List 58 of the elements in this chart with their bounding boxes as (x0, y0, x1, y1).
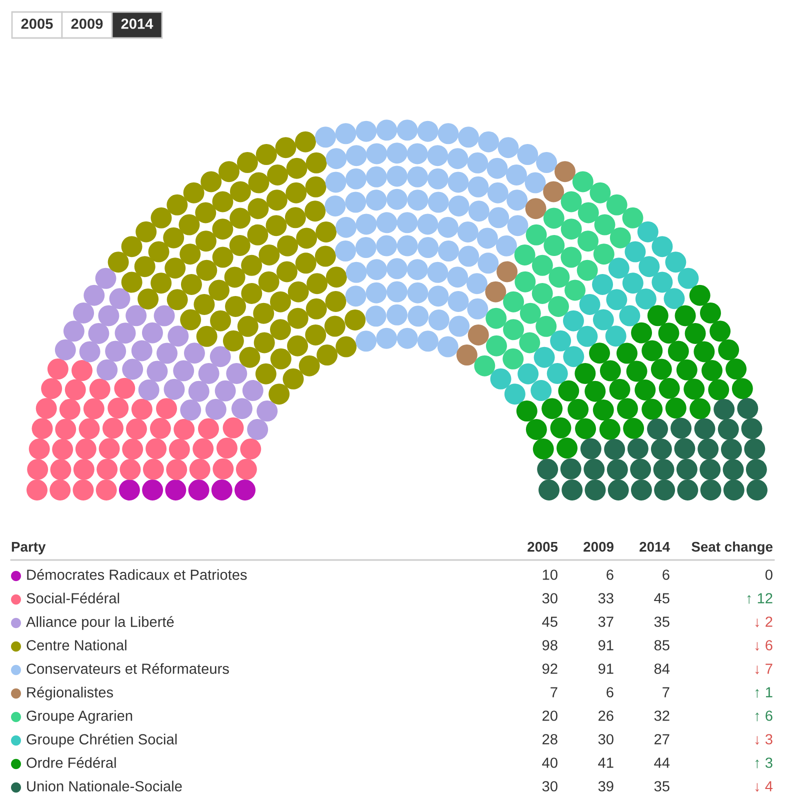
text: ↓ 4 (755, 781, 773, 792)
data-label: 35 (654, 781, 670, 792)
data-label: 10 (542, 570, 558, 580)
category-label: Social-Fédéral (26, 592, 120, 604)
data-label: 6 (606, 687, 614, 698)
data-label: 39 (598, 781, 614, 792)
text: Seat change (692, 541, 773, 555)
text: 0 (765, 570, 772, 580)
legend-title: Party (12, 542, 46, 554)
text: ↓ 3 (755, 734, 772, 745)
text: ↓ 7 (755, 664, 772, 674)
data-label: 30 (598, 734, 614, 744)
text: 2005 (21, 18, 53, 29)
text: ↓ 2 (755, 616, 772, 628)
data-label: 45 (654, 593, 670, 604)
text: ↑ 12 (747, 593, 772, 604)
text: ↑ 6 (755, 710, 772, 722)
data-label: 45 (542, 616, 558, 627)
text: 2009 (584, 542, 614, 552)
data-label: 35 (654, 616, 670, 627)
text: ↑ 3 (755, 758, 772, 768)
data-label: 33 (598, 593, 614, 604)
category-label: Groupe Agrarien (26, 710, 132, 724)
category-label: Ordre Fédéral (26, 757, 116, 768)
data-label: 6 (662, 570, 670, 580)
data-label: 85 (654, 640, 670, 650)
text: 2005 (528, 542, 558, 552)
data-label: 37 (598, 616, 614, 627)
data-label: 7 (550, 687, 558, 698)
data-label: 28 (542, 734, 558, 744)
data-label: 91 (598, 640, 614, 650)
category-label: Démocrates Radicaux et Patriotes (27, 569, 247, 580)
data-label: 30 (542, 781, 558, 792)
data-label: 7 (662, 687, 670, 698)
data-label: 44 (654, 758, 670, 768)
data-label: 30 (542, 593, 558, 604)
category-label: Centre National (26, 640, 126, 650)
category-label: Groupe Chrétien Social (26, 734, 177, 748)
text: 2014 (640, 542, 670, 552)
legend-label: 2014 (121, 18, 154, 29)
text: ↑ 1 (755, 687, 772, 698)
text: ↓ 6 (755, 640, 772, 651)
data-label: 98 (542, 640, 558, 650)
data-label: 91 (598, 664, 614, 674)
data-label: 6 (606, 570, 614, 580)
data-label: 92 (542, 664, 558, 674)
category-label: Régionalistes (27, 686, 114, 700)
data-label: 26 (598, 710, 614, 721)
data-label: 27 (654, 734, 670, 744)
data-label: 84 (654, 664, 670, 674)
category-label: Union Nationale-Sociale (27, 780, 182, 792)
data-label: 20 (542, 710, 558, 721)
category-label: Conservateurs et Réformateurs (26, 663, 229, 674)
category-label: Alliance pour la Liberté (26, 616, 174, 630)
data-label: 32 (654, 710, 670, 721)
data-label: 41 (598, 758, 614, 768)
data-label: 40 (542, 758, 558, 768)
legend-label: 2009 (71, 18, 103, 29)
